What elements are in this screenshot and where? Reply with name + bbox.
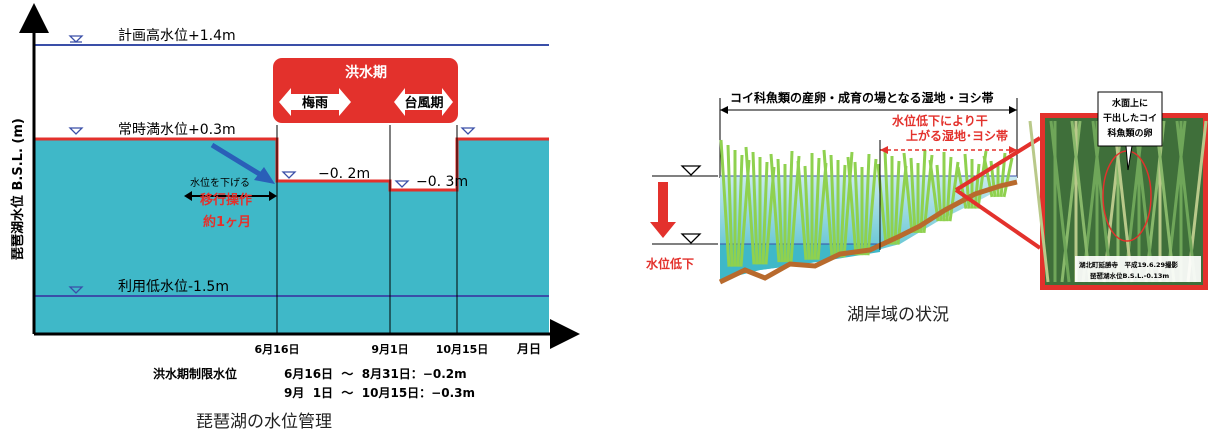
level-triangle-icon: [283, 172, 295, 178]
wetland-header: コイ科魚類の産卵・成育の場となる湿地・ヨシ帯: [730, 90, 994, 105]
date-label-oct15: 10月15日: [436, 343, 489, 356]
exposed-wetland-label-2: 上がる湿地･ヨシ帯: [906, 128, 1008, 143]
date-label-sep1: 9月1日: [371, 343, 408, 356]
lakeshore-diagram: コイ科魚類の産卵・成育の場となる湿地・ヨシ帯 水位低下により干 上がる湿地･ヨシ…: [646, 90, 1208, 290]
exposed-wetland-label-1: 水位低下により干: [892, 113, 988, 128]
low-use-label: 利用低水位-1.5m: [118, 279, 229, 295]
y-axis-label: 琵琶湖水位 B.S.L. (m): [10, 118, 26, 260]
right-caption: 湖岸域の状況: [847, 300, 949, 325]
flood-level-1-label: −0. 2m: [318, 166, 370, 182]
water-drop-arrow: [650, 182, 676, 238]
flood-limit-label: 洪水期制限水位: [153, 366, 237, 381]
left-caption: 琵琶湖の水位管理: [196, 407, 332, 432]
egg-callout-line1: 水面上に: [1112, 97, 1148, 109]
level-triangle-icon: [70, 128, 82, 134]
typhoon-season-label: 台風期: [404, 95, 443, 111]
flood-level-2-label: −0. 3m: [416, 174, 468, 190]
lake-water-area: [34, 139, 549, 334]
transition-op-label: 移行操作: [200, 192, 252, 208]
transition-duration-label: 約1ヶ月: [203, 214, 251, 230]
level-triangle-icon: [396, 181, 408, 187]
x-axis-label: 月日: [516, 342, 541, 356]
egg-callout-line2: 干出したコイ: [1103, 112, 1157, 124]
level-triangle-icon: [682, 234, 700, 243]
level-triangle-icon: [682, 166, 700, 175]
normal-level-label: 常時満水位+0.3m: [118, 122, 236, 138]
photo-note-1: 湖北町延勝寺 平成19.6.29撮影: [1079, 260, 1179, 269]
lower-level-label: 水位を下げる: [190, 176, 250, 189]
water-drop-label: 水位低下: [646, 256, 694, 271]
reed-bed: [721, 140, 1012, 267]
level-triangle-icon: [70, 36, 82, 42]
plan-high-label: 計画高水位+1.4m: [118, 27, 236, 44]
date-label-june16: 6月16日: [255, 343, 300, 356]
water-level-diagram: 計画高水位+1.4m 常時満水位+0.3m 利用低水位-1.5m −0. 2m …: [10, 18, 565, 400]
flood-limit-row2: 9月 1日 〜 10月15日：−0.3m: [284, 386, 475, 400]
flood-limit-row1: 6月16日 〜 8月31日：−0.2m: [284, 367, 467, 381]
photo-note-2: 琵琶湖水位B.S.L.-0.13m: [1090, 271, 1169, 280]
flood-season-title: 洪水期: [345, 64, 387, 81]
rainy-season-label: 梅雨: [302, 95, 328, 111]
egg-callout-line3: 科魚類の卵: [1107, 127, 1152, 139]
level-triangle-icon: [462, 128, 474, 134]
